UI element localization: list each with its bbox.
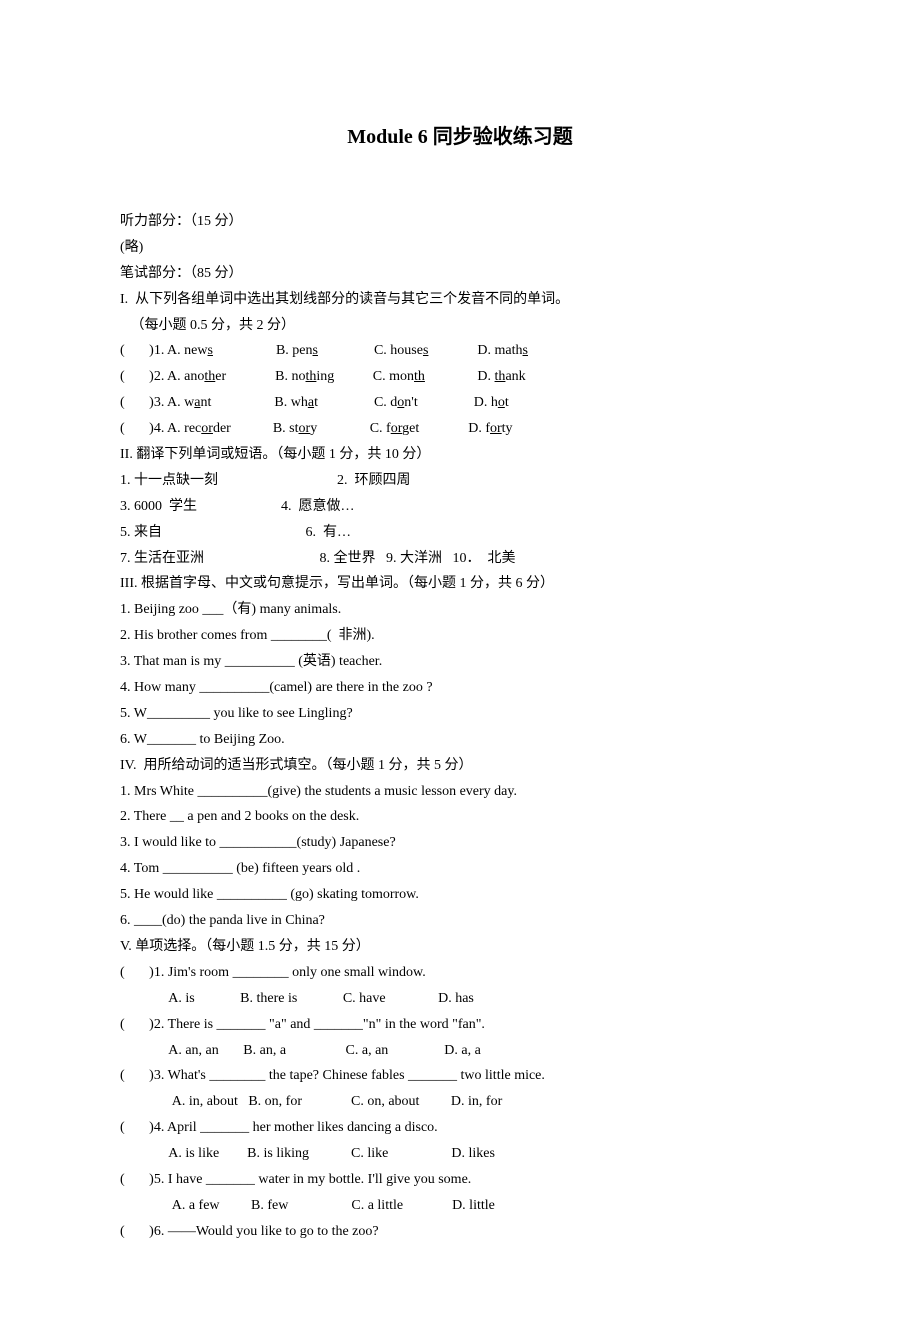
listening-header: 听力部分：（15 分） — [120, 209, 800, 235]
s5-q5-opts: A. a few B. few C. a little D. little — [120, 1193, 800, 1219]
page-title: Module 6 同步验收练习题 — [120, 120, 800, 149]
s3-q1: 1. Beijing zoo ___（有) many animals. — [120, 597, 800, 623]
written-header: 笔试部分：（85 分） — [120, 261, 800, 287]
s1-q1: ( )1. A. news B. pens C. houses D. maths — [120, 338, 800, 364]
s3-q3: 3. That man is my __________ (英语) teache… — [120, 649, 800, 675]
section2-prompt: II. 翻译下列单词或短语。（每小题 1 分，共 10 分） — [120, 442, 800, 468]
s5-q4-stem: ( )4. April _______ her mother likes dan… — [120, 1115, 800, 1141]
s2-i1: 1. 十一点缺一刻 2. 环顾四周 — [120, 468, 800, 494]
section5-prompt: V. 单项选择。（每小题 1.5 分，共 15 分） — [120, 934, 800, 960]
s4-q2: 2. There __ a pen and 2 books on the des… — [120, 804, 800, 830]
s1-q4: ( )4. A. recorder B. story C. forget D. … — [120, 416, 800, 442]
s1-q3: ( )3. A. want B. what C. don't D. hot — [120, 390, 800, 416]
s5-q1-stem: ( )1. Jim's room ________ only one small… — [120, 960, 800, 986]
s4-q1: 1. Mrs White __________(give) the studen… — [120, 779, 800, 805]
s1-q2: ( )2. A. another B. nothing C. month D. … — [120, 364, 800, 390]
s3-q5: 5. W_________ you like to see Lingling? — [120, 701, 800, 727]
section1-prompt: I. 从下列各组单词中选出其划线部分的读音与其它三个发音不同的单词。 — [120, 287, 800, 313]
s5-q6-stem: ( )6. ——Would you like to go to the zoo? — [120, 1219, 800, 1245]
s3-q6: 6. W_______ to Beijing Zoo. — [120, 727, 800, 753]
s5-q5-stem: ( )5. I have _______ water in my bottle.… — [120, 1167, 800, 1193]
s3-q2: 2. His brother comes from ________( 非洲). — [120, 623, 800, 649]
s5-q1-opts: A. is B. there is C. have D. has — [120, 986, 800, 1012]
section1-scoring: （每小题 0.5 分，共 2 分） — [120, 313, 800, 339]
s2-i4: 7. 生活在亚洲 8. 全世界 9. 大洋洲 10． 北美 — [120, 546, 800, 572]
s5-q3-opts: A. in, about B. on, for C. on, about D. … — [120, 1089, 800, 1115]
s5-q2-opts: A. an, an B. an, a C. a, an D. a, a — [120, 1038, 800, 1064]
s4-q5: 5. He would like __________ (go) skating… — [120, 882, 800, 908]
s4-q3: 3. I would like to ___________(study) Ja… — [120, 830, 800, 856]
s5-q4-opts: A. is like B. is liking C. like D. likes — [120, 1141, 800, 1167]
s4-q4: 4. Tom __________ (be) fifteen years old… — [120, 856, 800, 882]
s2-i2: 3. 6000 学生 4. 愿意做… — [120, 494, 800, 520]
s5-q3-stem: ( )3. What's ________ the tape? Chinese … — [120, 1063, 800, 1089]
listening-skip: (略) — [120, 235, 800, 261]
section4-prompt: IV. 用所给动词的适当形式填空。（每小题 1 分，共 5 分） — [120, 753, 800, 779]
s4-q6: 6. ____(do) the panda live in China? — [120, 908, 800, 934]
s5-q2-stem: ( )2. There is _______ "a" and _______"n… — [120, 1012, 800, 1038]
section3-prompt: III. 根据首字母、中文或句意提示，写出单词。（每小题 1 分，共 6 分） — [120, 571, 800, 597]
s2-i3: 5. 来自 6. 有… — [120, 520, 800, 546]
s3-q4: 4. How many __________(camel) are there … — [120, 675, 800, 701]
